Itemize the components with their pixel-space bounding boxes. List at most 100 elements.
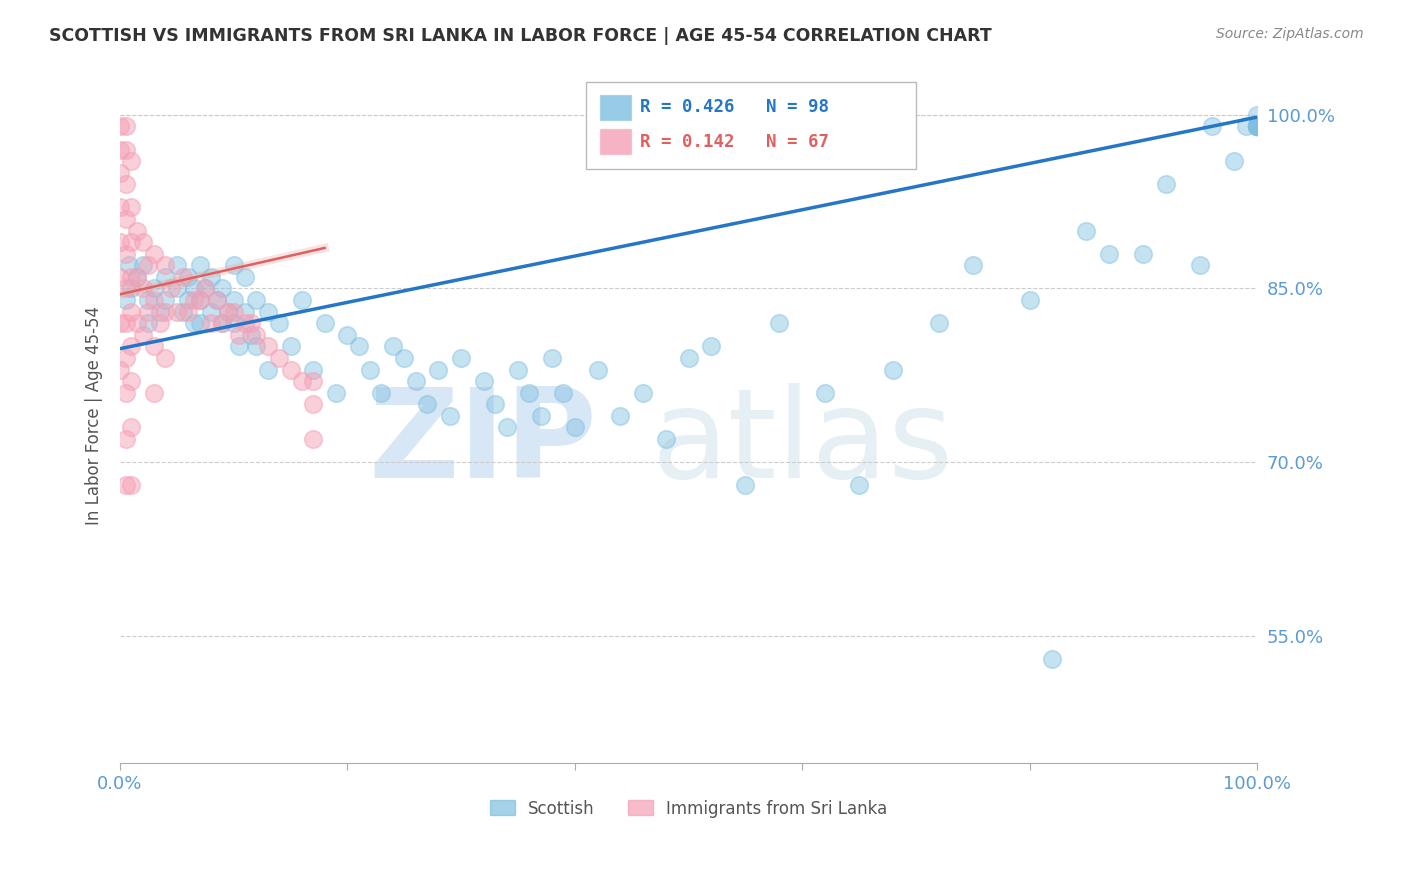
Point [962, 258, 984, 272]
Point [108, 269, 131, 284]
Y-axis label: In Labor Force | Age 45-54: In Labor Force | Age 45-54 [86, 306, 103, 525]
Text: R = 0.426   N = 98: R = 0.426 N = 98 [640, 98, 828, 116]
Point [200, 269, 222, 284]
Point [120, 374, 142, 388]
Point [114, 316, 136, 330]
Point [114, 385, 136, 400]
Point [194, 281, 217, 295]
Point [1018, 293, 1040, 307]
FancyBboxPatch shape [586, 82, 915, 169]
Point [143, 293, 166, 307]
Point [138, 293, 160, 307]
Point [359, 362, 381, 376]
Point [233, 269, 256, 284]
Point [228, 327, 250, 342]
Point [1201, 120, 1223, 134]
Point [205, 293, 228, 307]
Point [211, 316, 233, 330]
Point [205, 293, 228, 307]
Point [108, 166, 131, 180]
Point [211, 281, 233, 295]
Point [217, 304, 239, 318]
Point [405, 374, 427, 388]
Point [631, 385, 654, 400]
Point [114, 120, 136, 134]
Point [291, 293, 314, 307]
Point [194, 281, 217, 295]
Point [155, 258, 177, 272]
Point [1076, 224, 1098, 238]
Point [269, 316, 291, 330]
Point [188, 316, 211, 330]
Point [114, 143, 136, 157]
Point [1246, 120, 1268, 134]
Point [233, 304, 256, 318]
Point [114, 246, 136, 260]
Point [222, 316, 245, 330]
Point [506, 362, 529, 376]
Point [120, 201, 142, 215]
Point [188, 258, 211, 272]
Point [114, 212, 136, 227]
Point [143, 246, 166, 260]
Point [177, 304, 200, 318]
Point [125, 269, 148, 284]
Point [177, 269, 200, 284]
Point [269, 351, 291, 365]
Point [228, 339, 250, 353]
Point [1246, 120, 1268, 134]
Point [155, 351, 177, 365]
Point [120, 281, 142, 295]
Point [1132, 246, 1154, 260]
Legend: Scottish, Immigrants from Sri Lanka: Scottish, Immigrants from Sri Lanka [482, 793, 894, 824]
Text: ZIP: ZIP [368, 383, 598, 504]
Point [125, 316, 148, 330]
Point [928, 316, 950, 330]
Point [143, 385, 166, 400]
Point [280, 362, 302, 376]
Point [233, 316, 256, 330]
Point [1246, 120, 1268, 134]
Point [347, 339, 370, 353]
Point [217, 304, 239, 318]
Point [166, 281, 188, 295]
Point [120, 154, 142, 169]
Point [177, 293, 200, 307]
Point [149, 304, 172, 318]
Point [239, 327, 262, 342]
Point [108, 201, 131, 215]
Point [211, 316, 233, 330]
Point [1246, 120, 1268, 134]
Point [472, 374, 495, 388]
Point [541, 351, 564, 365]
Point [768, 316, 790, 330]
Point [734, 478, 756, 492]
Point [586, 362, 609, 376]
Point [222, 293, 245, 307]
Point [143, 339, 166, 353]
Point [1246, 120, 1268, 134]
Point [1154, 178, 1177, 192]
Point [114, 293, 136, 307]
Point [120, 269, 142, 284]
Point [200, 304, 222, 318]
Point [108, 316, 131, 330]
Point [427, 362, 450, 376]
Point [256, 304, 278, 318]
Point [131, 281, 153, 295]
Point [114, 478, 136, 492]
Point [118, 258, 141, 272]
Point [120, 478, 142, 492]
Point [125, 224, 148, 238]
Point [336, 327, 359, 342]
Point [450, 351, 472, 365]
Point [155, 304, 177, 318]
Point [108, 143, 131, 157]
Point [138, 258, 160, 272]
Point [530, 409, 553, 423]
Point [416, 397, 439, 411]
Text: Source: ZipAtlas.com: Source: ZipAtlas.com [1216, 27, 1364, 41]
Point [882, 362, 904, 376]
Point [394, 351, 416, 365]
Point [183, 316, 205, 330]
